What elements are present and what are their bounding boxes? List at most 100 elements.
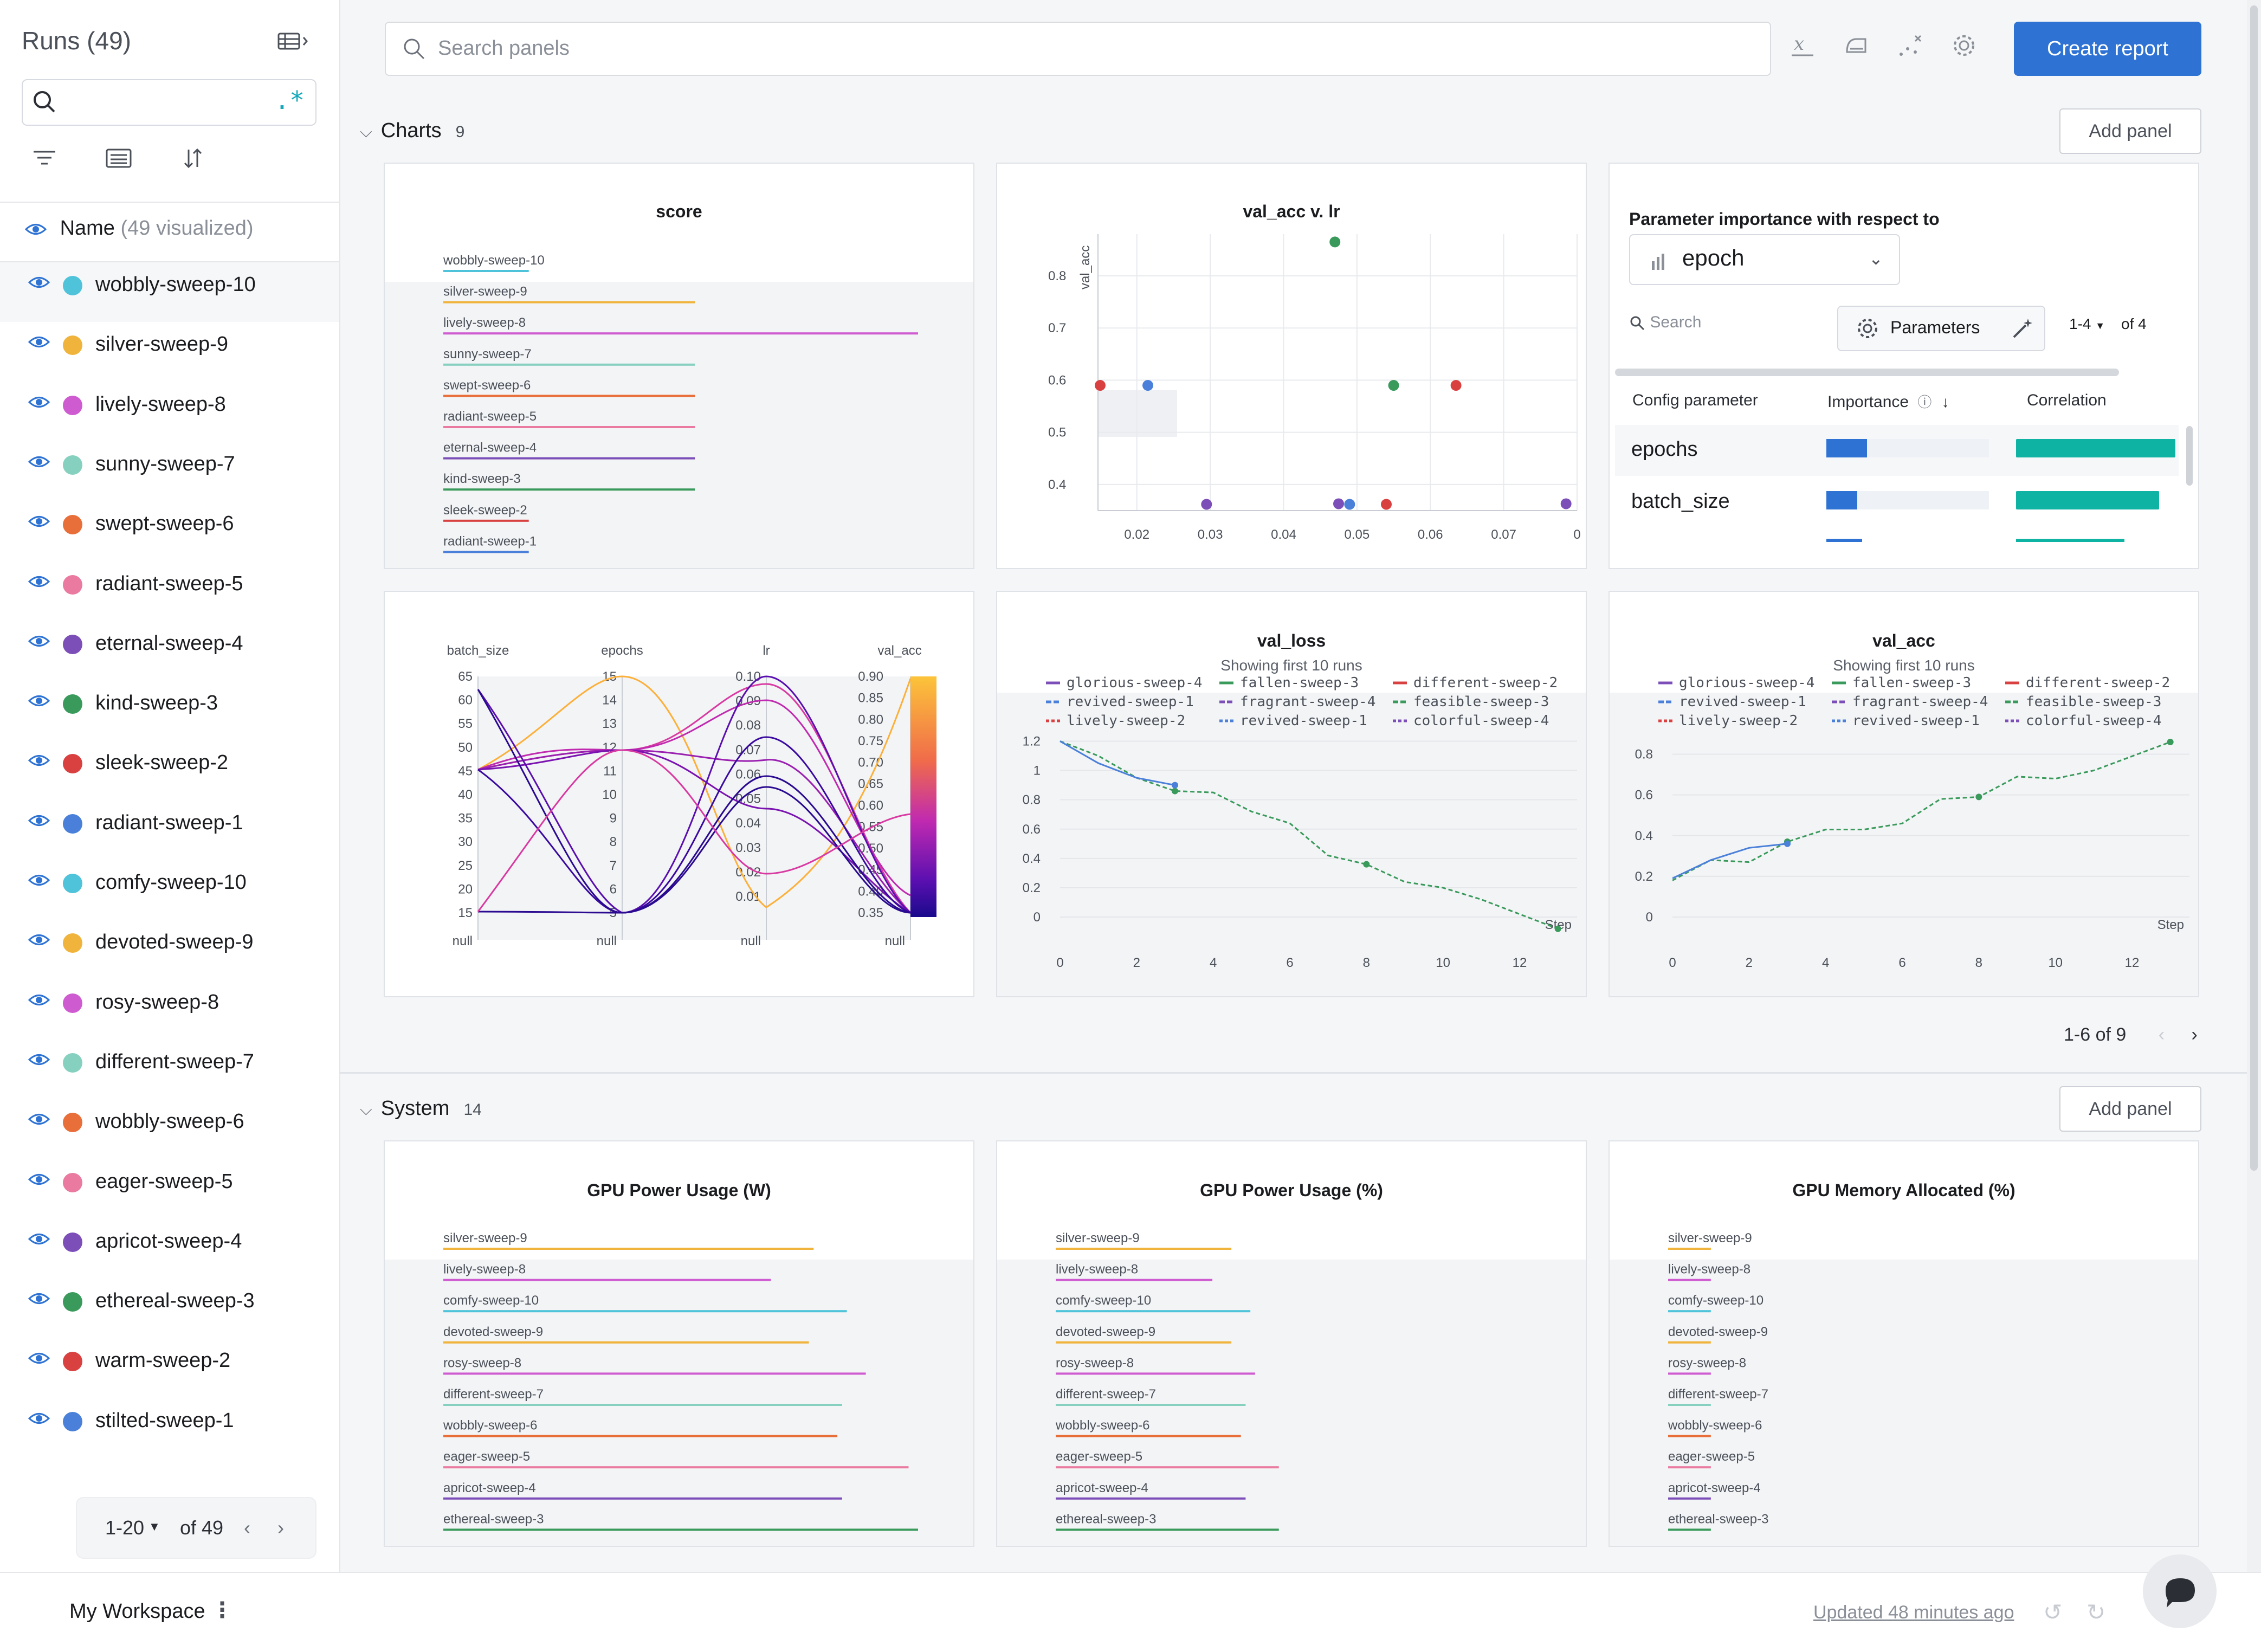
add-panel-button[interactable]: Add panel <box>2059 108 2201 154</box>
run-row[interactable]: wobbly-sweep-10 <box>0 262 339 322</box>
run-row[interactable]: devoted-sweep-9 <box>0 920 339 979</box>
run-color-dot[interactable] <box>63 395 82 415</box>
run-row[interactable]: warm-sweep-2 <box>0 1338 339 1398</box>
updated-timestamp[interactable]: Updated 48 minutes ago <box>1813 1602 2014 1623</box>
run-name[interactable]: ethereal-sweep-3 <box>95 1289 255 1313</box>
eye-icon[interactable] <box>28 1051 50 1068</box>
eye-icon[interactable] <box>24 221 47 237</box>
undo-icon[interactable]: ↺ <box>2043 1599 2063 1625</box>
create-report-button[interactable]: Create report <box>2014 22 2201 76</box>
run-row[interactable]: different-sweep-7 <box>0 1040 339 1099</box>
run-name[interactable]: wobbly-sweep-6 <box>95 1110 244 1133</box>
smoothing-icon[interactable] <box>1844 33 1870 59</box>
vertical-scrollbar[interactable] <box>2186 426 2193 486</box>
group-icon[interactable] <box>105 145 133 174</box>
run-color-dot[interactable] <box>63 814 82 834</box>
run-row[interactable]: ethereal-sweep-3 <box>0 1279 339 1338</box>
param-row[interactable]: batch_size <box>1615 477 2179 528</box>
x-axis-icon[interactable]: x <box>1790 33 1816 59</box>
eye-icon[interactable] <box>28 812 50 829</box>
param-row[interactable]: epochs <box>1615 425 2179 476</box>
redo-icon[interactable]: ↻ <box>2086 1599 2106 1625</box>
search-panels-input[interactable]: Search panels <box>385 22 1771 76</box>
run-row[interactable]: sunny-sweep-7 <box>0 442 339 501</box>
parameters-button[interactable]: Parameters <box>1837 306 2002 351</box>
run-color-dot[interactable] <box>63 754 82 774</box>
run-row[interactable]: sleek-sweep-2 <box>0 740 339 800</box>
gpu-power-w-panel[interactable]: GPU Power Usage (W) silver-sweep-9 lively… <box>384 1140 974 1547</box>
prev-page-icon[interactable]: ‹ <box>2158 1024 2165 1045</box>
importance-header[interactable]: Importance ⓘ ↓ <box>1827 391 1949 411</box>
eye-icon[interactable] <box>28 1350 50 1366</box>
run-color-dot[interactable] <box>63 1113 82 1133</box>
eye-icon[interactable] <box>28 872 50 888</box>
metric-select[interactable]: epoch ⌄ <box>1629 234 1900 285</box>
run-row[interactable]: rosy-sweep-8 <box>0 980 339 1040</box>
run-color-dot[interactable] <box>63 1352 82 1372</box>
run-color-dot[interactable] <box>63 1232 82 1252</box>
run-color-dot[interactable] <box>63 874 82 893</box>
val-acc-panel[interactable]: val_acc Showing first 10 runs glorious-s… <box>1608 591 2199 997</box>
eye-icon[interactable] <box>28 1290 50 1307</box>
run-row[interactable]: lively-sweep-8 <box>0 382 339 442</box>
run-name[interactable]: silver-sweep-9 <box>95 333 228 356</box>
gpu-power-pct-panel[interactable]: GPU Power Usage (%) silver-sweep-9 lively… <box>996 1140 1587 1547</box>
name-column-header[interactable]: Name (49 visualized) <box>24 217 254 240</box>
run-color-dot[interactable] <box>63 933 82 953</box>
eye-icon[interactable] <box>28 752 50 769</box>
run-row[interactable]: radiant-sweep-5 <box>0 562 339 621</box>
run-name[interactable]: stilted-sweep-1 <box>95 1409 234 1432</box>
magic-wand-button[interactable] <box>2001 306 2045 351</box>
more-options-icon[interactable]: ⋮ <box>211 1598 233 1622</box>
chevron-down-icon[interactable]: ⌵ <box>360 1101 372 1119</box>
eye-icon[interactable] <box>28 513 50 530</box>
page-scrollbar[interactable] <box>2247 0 2261 1572</box>
regex-toggle[interactable]: .* <box>274 86 305 115</box>
run-color-dot[interactable] <box>63 515 82 535</box>
add-panel-button[interactable]: Add panel <box>2059 1086 2201 1132</box>
runs-pager-range[interactable]: 1-20 <box>105 1517 145 1539</box>
eye-icon[interactable] <box>28 693 50 709</box>
run-row[interactable]: silver-sweep-9 <box>0 322 339 382</box>
eye-icon[interactable] <box>28 1231 50 1247</box>
runs-search-input[interactable]: .* <box>22 79 316 126</box>
param-search-input[interactable]: Search <box>1629 313 1701 332</box>
eye-icon[interactable] <box>28 932 50 948</box>
param-range-select[interactable]: 1-4 ▼ <box>2069 315 2105 333</box>
eye-icon[interactable] <box>28 1111 50 1127</box>
chevron-down-icon[interactable]: ⌵ <box>360 123 372 141</box>
next-page-icon[interactable]: › <box>2191 1024 2198 1045</box>
run-color-dot[interactable] <box>63 694 82 714</box>
gear-icon[interactable] <box>1951 33 1977 59</box>
run-row[interactable]: eager-sweep-5 <box>0 1159 339 1219</box>
run-name[interactable]: warm-sweep-2 <box>95 1349 231 1372</box>
charts-section-header[interactable]: ⌵ Charts 9 <box>360 119 464 143</box>
val-loss-panel[interactable]: val_loss Showing first 10 runs glorious-… <box>996 591 1587 997</box>
run-row[interactable]: stilted-sweep-1 <box>0 1398 339 1458</box>
eye-icon[interactable] <box>28 633 50 649</box>
run-name[interactable]: sunny-sweep-7 <box>95 452 235 475</box>
horizontal-scrollbar[interactable] <box>1615 369 2119 376</box>
sort-icon[interactable] <box>180 145 206 174</box>
run-color-dot[interactable] <box>63 1292 82 1312</box>
run-name[interactable]: eager-sweep-5 <box>95 1170 233 1193</box>
page-scrollbar-thumb[interactable] <box>2250 5 2258 1171</box>
eye-icon[interactable] <box>28 1171 50 1188</box>
run-name[interactable]: eternal-sweep-4 <box>95 631 243 655</box>
run-color-dot[interactable] <box>63 455 82 475</box>
run-name[interactable]: different-sweep-7 <box>95 1050 254 1073</box>
run-row[interactable]: swept-sweep-6 <box>0 501 339 561</box>
run-name[interactable]: comfy-sweep-10 <box>95 871 247 894</box>
run-row[interactable]: eternal-sweep-4 <box>0 621 339 681</box>
run-color-dot[interactable] <box>63 634 82 654</box>
eye-icon[interactable] <box>28 454 50 470</box>
scatter-panel[interactable]: val_acc v. lr 0.02 0.03 0.04 0.05 0.06 0.07 0 0… <box>996 163 1587 569</box>
eye-icon[interactable] <box>28 334 50 350</box>
table-view-icon[interactable] <box>277 28 310 55</box>
run-color-dot[interactable] <box>63 335 82 356</box>
run-name[interactable]: rosy-sweep-8 <box>95 990 219 1014</box>
prev-page-icon[interactable]: ‹ <box>244 1517 250 1539</box>
system-section-header[interactable]: ⌵ System 14 <box>360 1097 482 1120</box>
run-name[interactable]: swept-sweep-6 <box>95 512 234 535</box>
chevron-down-icon[interactable]: ▼ <box>148 1520 160 1533</box>
